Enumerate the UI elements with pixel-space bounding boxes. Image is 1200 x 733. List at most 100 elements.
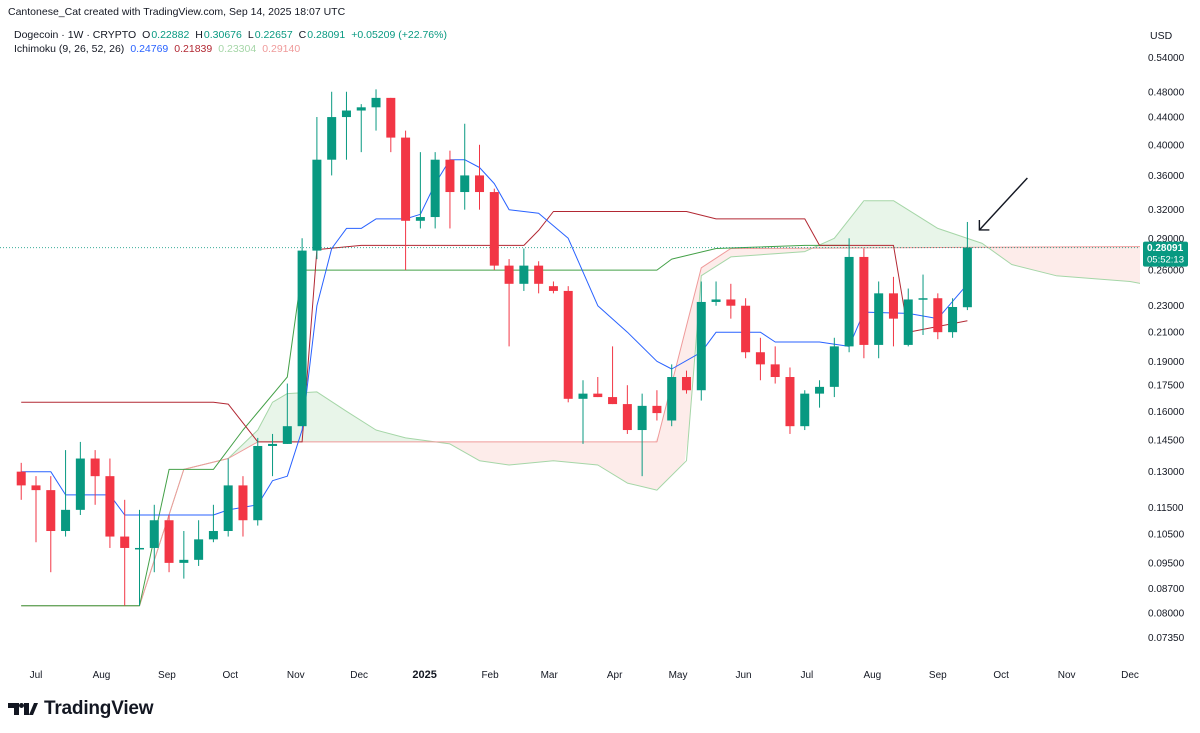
candle-body [134,547,144,550]
candle-body [504,265,514,284]
candle-up [948,298,958,338]
candle-body [962,247,972,308]
price-tick-label: 0.08000 [1148,608,1185,619]
candle-up [519,248,529,291]
candle-down [888,276,898,347]
price-tick-label: 0.29000 [1148,234,1185,245]
price-tick-label: 0.48000 [1148,87,1185,98]
time-tick-label: 2025 [412,669,436,681]
candle-up [918,274,928,335]
candle-down [785,367,795,434]
indicator-name: Ichimoku (9, 26, 52, 26) [14,43,125,55]
candle-up [297,238,307,427]
span-a-value: 0.23304 [218,43,257,55]
candle-body [238,485,248,521]
candle-body [61,509,71,532]
candle-body [356,107,366,111]
candle-up [696,281,706,401]
time-tick-label: Sep [158,670,176,681]
candle-up [578,380,588,444]
candle-up [874,281,884,359]
candles [16,89,972,606]
candle-down [31,476,41,543]
candle-down [726,283,736,319]
candle-body [755,352,765,365]
candle-up [415,152,425,229]
bar-countdown: 05:52:13 [1147,255,1184,266]
candle-body [208,531,218,540]
candle-body [948,306,958,333]
candle-body [297,250,307,427]
logo-text: TradingView [44,698,154,719]
span-b-value: 0.29140 [262,43,301,55]
price-axis[interactable]: 0.54000 0.48000 0.44000 0.40000 0.36000 0.320… [1148,53,1185,644]
candle-body [681,377,691,391]
candle-body [282,426,292,444]
candle-body [563,290,573,399]
time-tick-label: Feb [481,670,499,681]
price-tick-label: 0.14500 [1148,435,1185,446]
kijun-sen-line [21,211,968,443]
candle-body [268,443,278,446]
bullish-cloud-segment [815,200,989,249]
high-label: H [195,29,203,41]
annotation-arrow-shaft [978,177,1028,231]
candle-body [16,471,26,486]
candle-up [134,509,144,606]
price-tick-label: 0.08700 [1148,584,1185,595]
candle-body [578,393,588,399]
price-tick-label: 0.44000 [1148,113,1185,124]
candle-body [519,265,529,284]
candle-body [918,298,928,300]
candle-up [667,364,677,427]
candle-up [844,238,854,353]
candle-up [149,504,159,573]
candle-body [489,192,499,266]
candle-up [711,281,721,306]
candle-body [888,293,898,319]
candle-down [741,298,751,359]
chikou-span-line [21,244,850,607]
tradingview-logo[interactable]: TradingView [8,698,154,720]
candle-down [105,458,115,548]
candle-down [238,476,248,537]
time-axis[interactable]: Jul Aug Sep Oct Nov Dec 2025 Feb Mar Apr May Jun Jul… [30,669,1139,681]
time-tick-label: Dec [1121,670,1139,681]
candle-body [312,159,322,251]
low-value: 0.22657 [254,29,293,41]
candle-up [61,450,71,537]
candle-body [548,286,558,291]
currency-label: USD [1150,30,1173,42]
indicator-legend-row[interactable]: Ichimoku (9, 26, 52, 26) 0.24769 0.21839… [14,42,447,56]
candle-body [105,476,115,537]
candle-down [90,450,100,505]
candle-body [667,377,677,421]
price-tick-label: 0.23000 [1148,301,1185,312]
time-tick-label: Nov [287,670,305,681]
candle-up [268,433,278,477]
bearish-cloud-segment [988,246,1140,284]
candle-up [223,458,233,537]
candle-down [534,261,544,294]
candle-up [460,123,470,210]
time-tick-label: Jul [800,670,813,681]
candle-up [637,393,647,477]
annotation-arrow-head [978,219,990,231]
candle-down [608,346,618,405]
time-tick-label: Jun [735,670,751,681]
candle-body [430,159,440,218]
candle-down [489,188,499,271]
time-tick-label: May [669,670,688,681]
kijun-value: 0.21839 [174,43,213,55]
time-tick-label: Dec [350,670,368,681]
price-tick-label: 0.26000 [1148,266,1185,277]
candle-up [327,91,337,176]
symbol-legend-row[interactable]: Dogecoin · 1W · CRYPTO O 0.22882 H 0.30676… [14,28,447,42]
candle-down [681,370,691,394]
candle-body [785,377,795,427]
price-tick-label: 0.19000 [1148,357,1185,368]
candle-up [282,383,292,444]
tenkan-value: 0.24769 [130,43,169,55]
price-tick-label: 0.54000 [1148,53,1185,64]
